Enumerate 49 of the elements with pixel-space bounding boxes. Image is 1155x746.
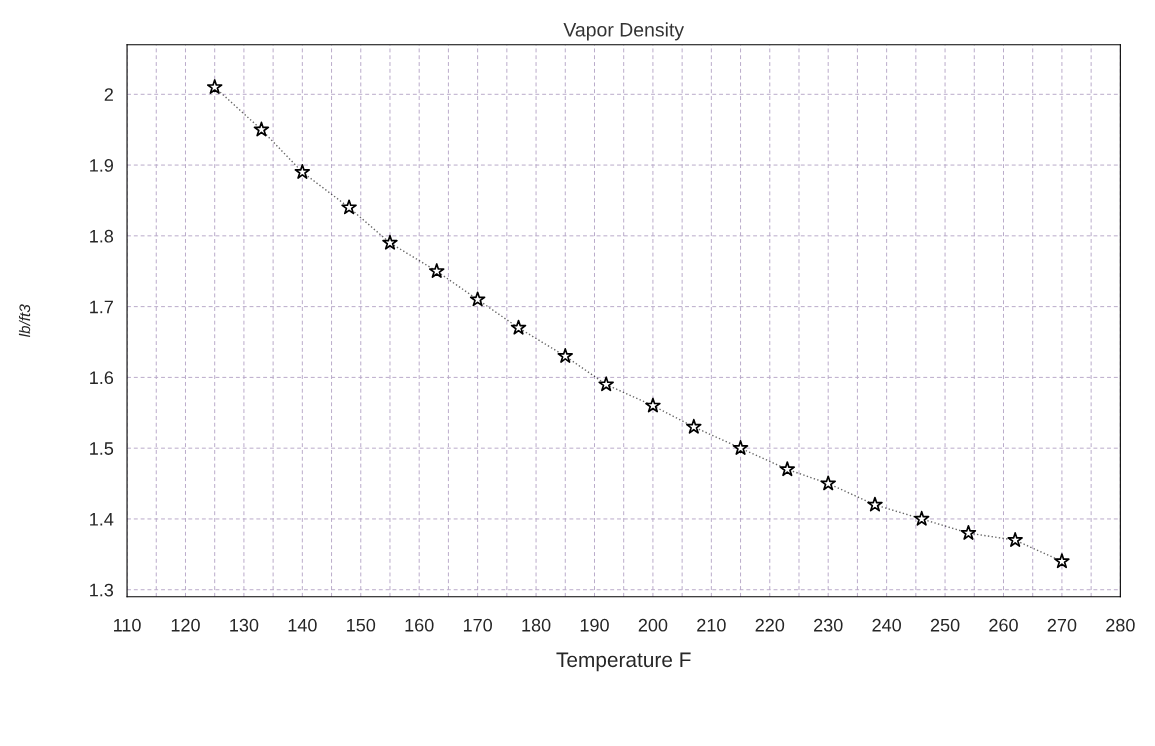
point xyxy=(557,348,574,363)
y-tick-label: 1.5 xyxy=(90,442,114,455)
x-tick-label: 130 xyxy=(230,618,259,632)
x-tick-label: 280 xyxy=(1106,618,1135,632)
point xyxy=(598,376,614,392)
x-tick-label: 190 xyxy=(580,618,609,632)
x-tick-label: 240 xyxy=(872,618,901,632)
y-tick-label: 1.7 xyxy=(90,300,113,314)
point xyxy=(341,199,357,215)
chart-title: Vapor Density xyxy=(563,22,685,41)
point xyxy=(779,461,796,477)
x-tick-label: 230 xyxy=(814,618,843,632)
point xyxy=(913,510,930,526)
point xyxy=(645,397,661,413)
x-tick-label: 180 xyxy=(522,618,551,632)
point xyxy=(732,440,749,455)
y-tick-label: 2 xyxy=(104,88,113,101)
y-tick-label: 1.4 xyxy=(90,513,114,526)
x-tick-label: 160 xyxy=(405,618,434,632)
point xyxy=(206,79,223,94)
x-tick-label: 270 xyxy=(1047,618,1077,632)
x-axis-title: Temperature F xyxy=(556,652,691,672)
x-tick-label: 110 xyxy=(114,618,141,632)
y-tick-label: 1.6 xyxy=(90,371,114,385)
point xyxy=(253,121,270,137)
x-tick-label: 170 xyxy=(463,618,492,632)
point xyxy=(820,475,836,491)
point xyxy=(960,524,977,540)
point xyxy=(1054,553,1070,569)
point xyxy=(867,496,883,512)
point xyxy=(428,263,445,278)
x-tick-label: 220 xyxy=(755,618,785,632)
point xyxy=(1007,532,1023,547)
point xyxy=(469,291,486,307)
x-tick-label: 140 xyxy=(288,618,317,632)
x-tick-label: 210 xyxy=(697,618,726,632)
x-tick-label: 250 xyxy=(930,618,960,632)
y-tick-label: 1.9 xyxy=(90,159,113,172)
point xyxy=(686,418,702,434)
x-tick-label: 120 xyxy=(171,618,200,632)
x-tick-label: 200 xyxy=(638,618,668,632)
x-tick-label: 150 xyxy=(347,618,376,632)
point xyxy=(294,164,311,179)
x-tick-label: 260 xyxy=(989,618,1018,632)
point xyxy=(510,319,527,335)
point xyxy=(382,234,398,250)
y-tick-label: 1.3 xyxy=(90,583,114,597)
y-axis-title: lb/ft3 xyxy=(18,304,31,338)
y-tick-label: 1.8 xyxy=(90,229,114,243)
